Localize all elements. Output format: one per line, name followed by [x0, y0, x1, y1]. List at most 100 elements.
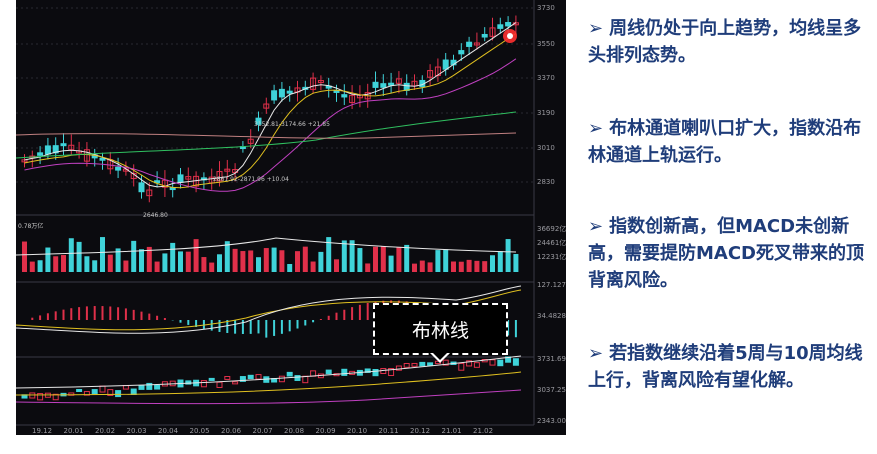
bollinger-candle: [395, 365, 402, 371]
bollinger-candle: [107, 389, 114, 396]
volume-bar: [248, 250, 254, 272]
price-candle: [68, 144, 75, 151]
bollinger-candle: [403, 362, 410, 368]
volume-bar: [53, 256, 59, 272]
bollinger-callout-box: 布林线: [373, 303, 508, 355]
axis-labels: 3730 3550 3370 3190 3010 2830 36692亿 24461亿 1223…: [32, 4, 566, 435]
ma60-line: [16, 111, 517, 159]
arrow-icon: ➢: [588, 18, 604, 39]
price-axis-label: 3010: [537, 144, 555, 152]
volume-bar: [201, 257, 207, 272]
price-candle: [185, 176, 192, 180]
date-axis-label: 20.03: [127, 427, 147, 435]
volume-bar: [466, 259, 472, 272]
bollinger-candle: [239, 376, 246, 382]
volume-bar: [310, 261, 316, 272]
volume-bar: [349, 240, 355, 272]
arrow-icon: ➢: [588, 343, 604, 364]
bullet-text: 周线仍处于向上趋势，均线呈多头排列态势。: [588, 18, 862, 66]
volume-bar: [22, 241, 27, 272]
date-axis-label: 20.04: [158, 427, 179, 435]
volume-bar: [232, 248, 238, 272]
bollinger-mid: [16, 371, 522, 396]
price-candle: [224, 168, 231, 172]
price-candle: [489, 27, 496, 37]
date-axis-label: 20.01: [64, 427, 84, 435]
bollinger-candle: [489, 359, 496, 366]
bollinger-candles: [16, 355, 522, 405]
price-candle: [310, 77, 317, 90]
volume-bar: [84, 256, 90, 272]
date-axis-label: 20.12: [410, 427, 430, 435]
bollinger-candle: [458, 362, 465, 371]
ma120-line: [16, 132, 517, 139]
bollinger-candle: [325, 369, 332, 375]
bollinger-candle: [154, 384, 161, 390]
price-candle: [341, 94, 348, 98]
price-candle: [146, 189, 153, 197]
volume-bar: [443, 249, 449, 272]
volume-bar: [115, 248, 121, 272]
moving-average-lines: [16, 22, 517, 192]
price-candle: [83, 149, 90, 162]
bollinger-candle: [122, 385, 129, 390]
price-candle: [395, 78, 402, 84]
volume-bar: [396, 247, 402, 272]
price-candle: [138, 182, 145, 193]
price-axis-label: 3730: [537, 4, 555, 12]
bollinger-candle: [37, 393, 44, 401]
price-candle: [380, 83, 387, 88]
volume-bar: [76, 241, 82, 272]
volume-bar: [295, 251, 300, 272]
lower-axis-label: 3037.25: [537, 386, 566, 394]
volume-bar: [318, 251, 324, 272]
date-axis-label: 20.02: [95, 427, 115, 435]
range-annotation-1: 3152.81-3174.66 +21.85: [254, 121, 330, 128]
volume-bar: [334, 259, 339, 272]
bullet-item: ➢ 指数创新高，但MACD未创新高，需要提防MACD死叉带来的顶背离风险。: [588, 213, 873, 294]
bullet-text: 布林通道喇叭口扩大，指数沿布林通道上轨运行。: [588, 118, 862, 166]
price-candle: [271, 90, 278, 101]
volume-bar: [505, 239, 511, 272]
date-axis-label: 19.12: [32, 427, 52, 435]
bollinger-candle: [76, 389, 83, 393]
volume-bar: [458, 261, 464, 272]
weekly-kline-chart: 3730 3550 3370 3190 3010 2830 36692亿 24461亿 1223…: [16, 0, 566, 435]
price-candle: [466, 41, 473, 47]
volume-bar: [279, 250, 285, 272]
volume-bar: [427, 262, 433, 272]
volume-bar: [100, 237, 105, 272]
price-candle: [263, 103, 270, 109]
volume-bar: [217, 254, 222, 272]
date-axis-label: 20.11: [379, 427, 399, 435]
date-axis-label: 21.01: [442, 427, 462, 435]
date-axis-label: 20.09: [316, 427, 336, 435]
lower-axis-label: 2343.00: [537, 417, 566, 425]
bollinger-candle: [138, 384, 145, 390]
volume-bar: [240, 251, 246, 272]
price-candle: [37, 152, 44, 156]
price-candle: [481, 33, 488, 38]
bollinger-candle: [473, 362, 480, 368]
bollinger-candle: [466, 360, 473, 367]
bullet-item: ➢ 布林通道喇叭口扩大，指数沿布林通道上轨运行。: [588, 115, 873, 169]
volume-bar: [419, 260, 425, 272]
price-candle: [216, 171, 223, 182]
volume-bar: [107, 254, 113, 272]
price-candle: [349, 94, 356, 104]
volume-bar: [154, 261, 160, 272]
arrow-icon: ➢: [588, 216, 604, 237]
bollinger-candle: [505, 356, 512, 363]
volume-bar: [68, 238, 74, 272]
bollinger-candle: [278, 375, 285, 383]
volume-bars: [16, 237, 519, 272]
bollinger-upper: [16, 355, 522, 389]
volume-bar: [357, 248, 363, 272]
bollinger-candle: [302, 375, 309, 384]
price-axis-label: 3370: [537, 74, 555, 82]
volume-bar: [380, 246, 386, 272]
volume-axis-label: 24461亿: [537, 238, 566, 247]
arrow-icon: ➢: [588, 118, 604, 139]
bullet-text: 指数创新高，但MACD未创新高，需要提防MACD死叉带来的顶背离风险。: [588, 216, 864, 291]
ma10-line: [24, 33, 517, 189]
